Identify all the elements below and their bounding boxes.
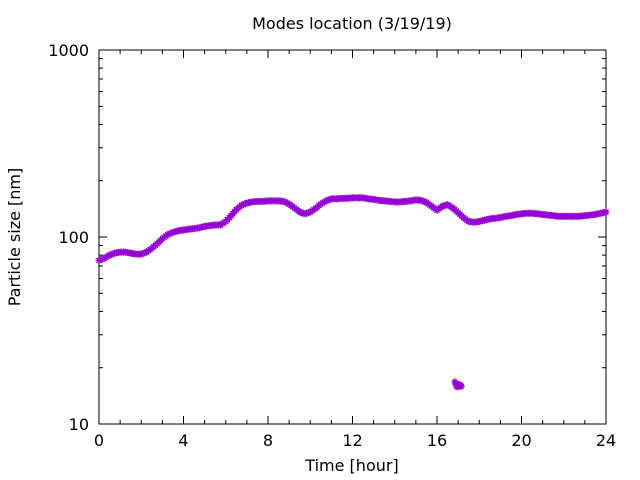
x-tick-label: 0	[94, 431, 104, 450]
x-tick-label: 16	[427, 431, 447, 450]
y-tick-label: 1000	[48, 41, 89, 60]
x-axis-label: Time [hour]	[304, 456, 398, 475]
chart-title: Modes location (3/19/19)	[252, 14, 452, 33]
data-points	[95, 194, 610, 391]
data-point	[457, 382, 465, 390]
x-tick-label: 24	[596, 431, 616, 450]
x-tick-label: 8	[263, 431, 273, 450]
data-point	[602, 208, 610, 216]
y-tick-label: 100	[58, 228, 89, 247]
plot-area-frame	[98, 49, 607, 425]
y-tick-label: 10	[69, 415, 89, 434]
x-tick-label: 12	[342, 431, 362, 450]
y-axis-label: Particle size [nm]	[5, 168, 24, 307]
y-ticks: 10 100 1000	[48, 41, 606, 434]
x-ticks: 0 4 8 12 16 20 24	[94, 50, 616, 450]
x-tick-label: 4	[178, 431, 188, 450]
x-tick-label: 20	[511, 431, 531, 450]
